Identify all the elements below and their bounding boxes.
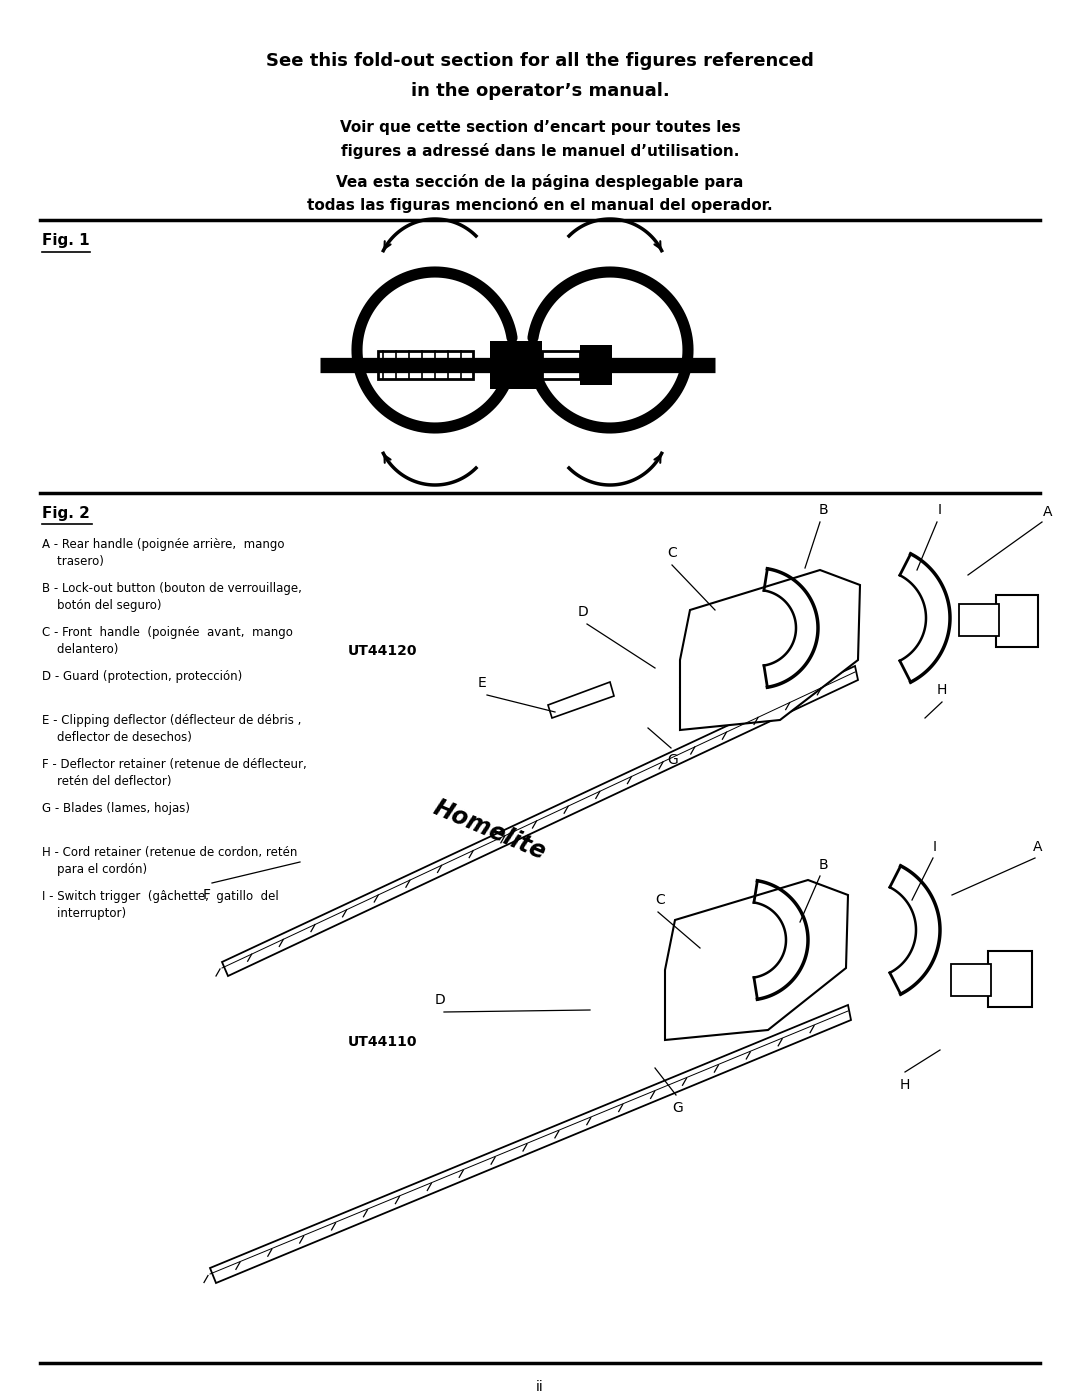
Text: todas las figuras mencionó en el manual del operador.: todas las figuras mencionó en el manual … xyxy=(307,197,773,212)
Text: A - Rear handle (poignée arrière,  mango
    trasero): A - Rear handle (poignée arrière, mango … xyxy=(42,538,284,569)
Text: B: B xyxy=(819,503,827,517)
Text: See this fold-out section for all the figures referenced: See this fold-out section for all the fi… xyxy=(266,52,814,70)
Polygon shape xyxy=(680,659,748,703)
Text: B - Lock-out button (bouton de verrouillage,
    botón del seguro): B - Lock-out button (bouton de verrouill… xyxy=(42,583,302,612)
FancyBboxPatch shape xyxy=(542,351,580,379)
Text: ii: ii xyxy=(536,1380,544,1394)
Polygon shape xyxy=(210,1004,851,1282)
Text: E: E xyxy=(477,676,486,690)
Text: C - Front  handle  (poignée  avant,  mango
    delantero): C - Front handle (poignée avant, mango d… xyxy=(42,626,293,657)
Text: C: C xyxy=(656,893,665,907)
Text: figures a adressé dans le manuel d’utilisation.: figures a adressé dans le manuel d’utili… xyxy=(341,142,739,159)
Polygon shape xyxy=(222,666,858,977)
Text: UT44120: UT44120 xyxy=(348,644,418,658)
FancyBboxPatch shape xyxy=(951,964,991,996)
Text: C: C xyxy=(667,546,677,560)
Text: E - Clipping deflector (déflecteur de débris ,
    deflector de desechos): E - Clipping deflector (déflecteur de dé… xyxy=(42,714,301,745)
Text: G: G xyxy=(667,753,678,767)
Polygon shape xyxy=(665,972,733,1013)
Text: I: I xyxy=(939,503,942,517)
Text: H: H xyxy=(900,1078,910,1092)
Text: A: A xyxy=(1034,840,1043,854)
FancyBboxPatch shape xyxy=(490,341,542,388)
Text: H - Cord retainer (retenue de cordon, retén
    para el cordón): H - Cord retainer (retenue de cordon, re… xyxy=(42,847,297,876)
Text: Fig. 2: Fig. 2 xyxy=(42,506,90,521)
Text: I: I xyxy=(933,840,937,854)
FancyBboxPatch shape xyxy=(996,595,1038,647)
Text: G - Blades (lames, hojas): G - Blades (lames, hojas) xyxy=(42,802,190,814)
FancyBboxPatch shape xyxy=(959,604,999,636)
Text: D - Guard (protection, protección): D - Guard (protection, protección) xyxy=(42,671,242,683)
Text: Vea esta sección de la página desplegable para: Vea esta sección de la página desplegabl… xyxy=(336,175,744,190)
Text: B: B xyxy=(819,858,827,872)
Text: F - Deflector retainer (retenue de déflecteur,
    retén del deflector): F - Deflector retainer (retenue de défle… xyxy=(42,759,307,788)
Text: H: H xyxy=(936,683,947,697)
Polygon shape xyxy=(665,880,848,1039)
Text: A: A xyxy=(1043,504,1053,520)
Text: in the operator’s manual.: in the operator’s manual. xyxy=(410,82,670,101)
FancyBboxPatch shape xyxy=(580,345,612,386)
Text: UT44110: UT44110 xyxy=(348,1035,418,1049)
Text: I - Switch trigger  (gâchette,  gatillo  del
    interruptor): I - Switch trigger (gâchette, gatillo de… xyxy=(42,890,279,921)
Text: G: G xyxy=(673,1101,684,1115)
Text: D: D xyxy=(434,993,445,1007)
Text: Voir que cette section d’encart pour toutes les: Voir que cette section d’encart pour tou… xyxy=(339,120,741,136)
Polygon shape xyxy=(680,570,860,731)
FancyBboxPatch shape xyxy=(378,351,473,379)
Polygon shape xyxy=(548,682,615,718)
Text: Fig. 1: Fig. 1 xyxy=(42,233,90,249)
Text: D: D xyxy=(578,605,589,619)
FancyBboxPatch shape xyxy=(988,951,1032,1007)
Text: F: F xyxy=(203,888,211,902)
Text: Homelite: Homelite xyxy=(430,795,550,865)
